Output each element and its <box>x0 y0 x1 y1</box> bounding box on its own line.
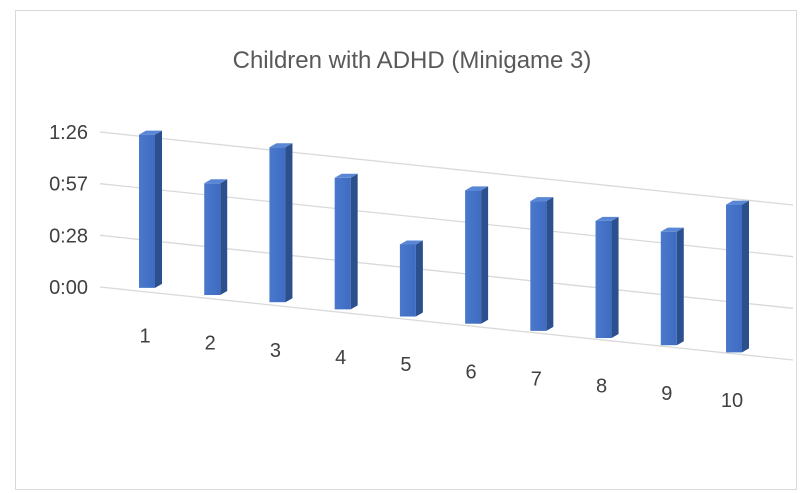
y-tick-label: 0:28 <box>49 225 88 247</box>
bar-front <box>399 244 416 317</box>
bar-front <box>465 190 482 324</box>
bar <box>139 130 162 288</box>
bar-top <box>139 130 162 135</box>
bar-side <box>676 227 684 346</box>
y-tick-label: 1:26 <box>49 122 88 144</box>
bar-front <box>530 201 547 331</box>
x-tick-label: 1 <box>139 326 150 348</box>
bar <box>269 143 293 303</box>
chart-title: Children with ADHD (Minigame 3) <box>233 47 592 74</box>
y-tick-label: 0:00 <box>49 277 88 299</box>
x-tick-label: 10 <box>721 390 743 412</box>
bar-top <box>726 200 749 205</box>
x-tick-label: 6 <box>466 361 477 383</box>
bar <box>660 227 684 346</box>
bar <box>399 240 423 317</box>
bar-front <box>660 231 677 346</box>
x-tick-label: 8 <box>596 376 607 398</box>
bar <box>726 200 749 353</box>
bar-side <box>415 240 423 317</box>
bar-front <box>334 177 351 310</box>
bar-top <box>595 216 619 221</box>
bar-top <box>660 227 684 232</box>
x-tick-label: 2 <box>205 333 216 355</box>
x-tick-label: 4 <box>335 347 346 369</box>
gridline <box>99 131 794 206</box>
bar <box>530 197 554 331</box>
bar <box>595 216 619 339</box>
bar-side <box>481 186 489 324</box>
bar-top <box>399 240 423 245</box>
bar-side <box>220 179 228 296</box>
bar-front <box>269 147 286 303</box>
gridline <box>99 286 794 361</box>
bar <box>465 186 489 324</box>
bar-front <box>726 204 742 353</box>
bar-top <box>334 173 358 178</box>
bar-top <box>269 143 293 148</box>
bar-front <box>139 134 155 288</box>
bar <box>334 173 358 310</box>
bar-top <box>204 179 228 184</box>
bar-top <box>465 186 489 191</box>
bar-side <box>546 197 554 331</box>
bar-front <box>204 183 221 296</box>
x-tick-label: 7 <box>531 369 542 391</box>
x-tick-label: 5 <box>400 354 411 376</box>
bar-top <box>530 197 554 202</box>
bar-side <box>350 173 358 310</box>
bar-side <box>285 143 293 303</box>
bar-side <box>742 200 749 353</box>
bar-side <box>611 216 619 339</box>
x-tick-label: 9 <box>661 383 672 405</box>
x-tick-label: 3 <box>270 340 281 362</box>
bar-front <box>595 220 612 339</box>
y-tick-label: 0:57 <box>49 174 88 196</box>
bar-side <box>155 130 162 288</box>
bar <box>204 179 228 296</box>
